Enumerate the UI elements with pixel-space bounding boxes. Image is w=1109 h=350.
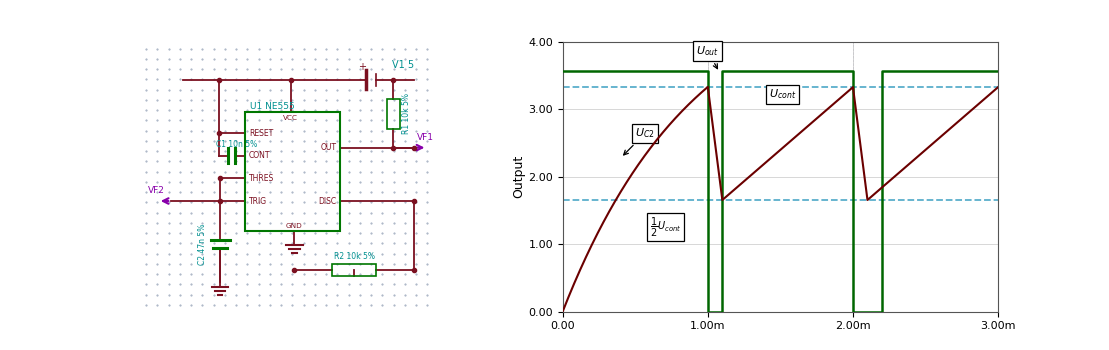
Bar [387,99,399,128]
Bar [245,112,340,231]
Text: DISC: DISC [318,196,336,205]
Text: C1 10n 5%: C1 10n 5% [215,140,257,148]
Text: $U_{out}$: $U_{out}$ [696,44,720,69]
Text: OUT: OUT [321,143,336,152]
Text: V1 5: V1 5 [391,60,414,70]
Text: U1 NE555: U1 NE555 [250,102,294,111]
Text: C2 47n 5%: C2 47n 5% [197,223,207,265]
Text: $U_{C2}$: $U_{C2}$ [623,126,655,155]
Text: $U_{cont}$: $U_{cont}$ [769,88,796,102]
Y-axis label: Output: Output [512,155,526,198]
Text: R2 10k 5%: R2 10k 5% [334,252,375,261]
Text: $\dfrac{1}{2}U_{cont}$: $\dfrac{1}{2}U_{cont}$ [650,216,681,239]
Text: VCC: VCC [283,115,298,121]
Text: RESET: RESET [248,129,273,138]
Text: THRES: THRES [248,174,274,183]
Bar [332,264,376,276]
Text: R1 10k 5%: R1 10k 5% [401,93,410,134]
Text: GND: GND [286,223,303,229]
Text: TRIG: TRIG [248,196,267,205]
Text: VF2: VF2 [147,187,164,195]
Text: +: + [358,62,366,72]
Text: CONT: CONT [248,152,271,160]
Text: VF1: VF1 [417,133,434,142]
